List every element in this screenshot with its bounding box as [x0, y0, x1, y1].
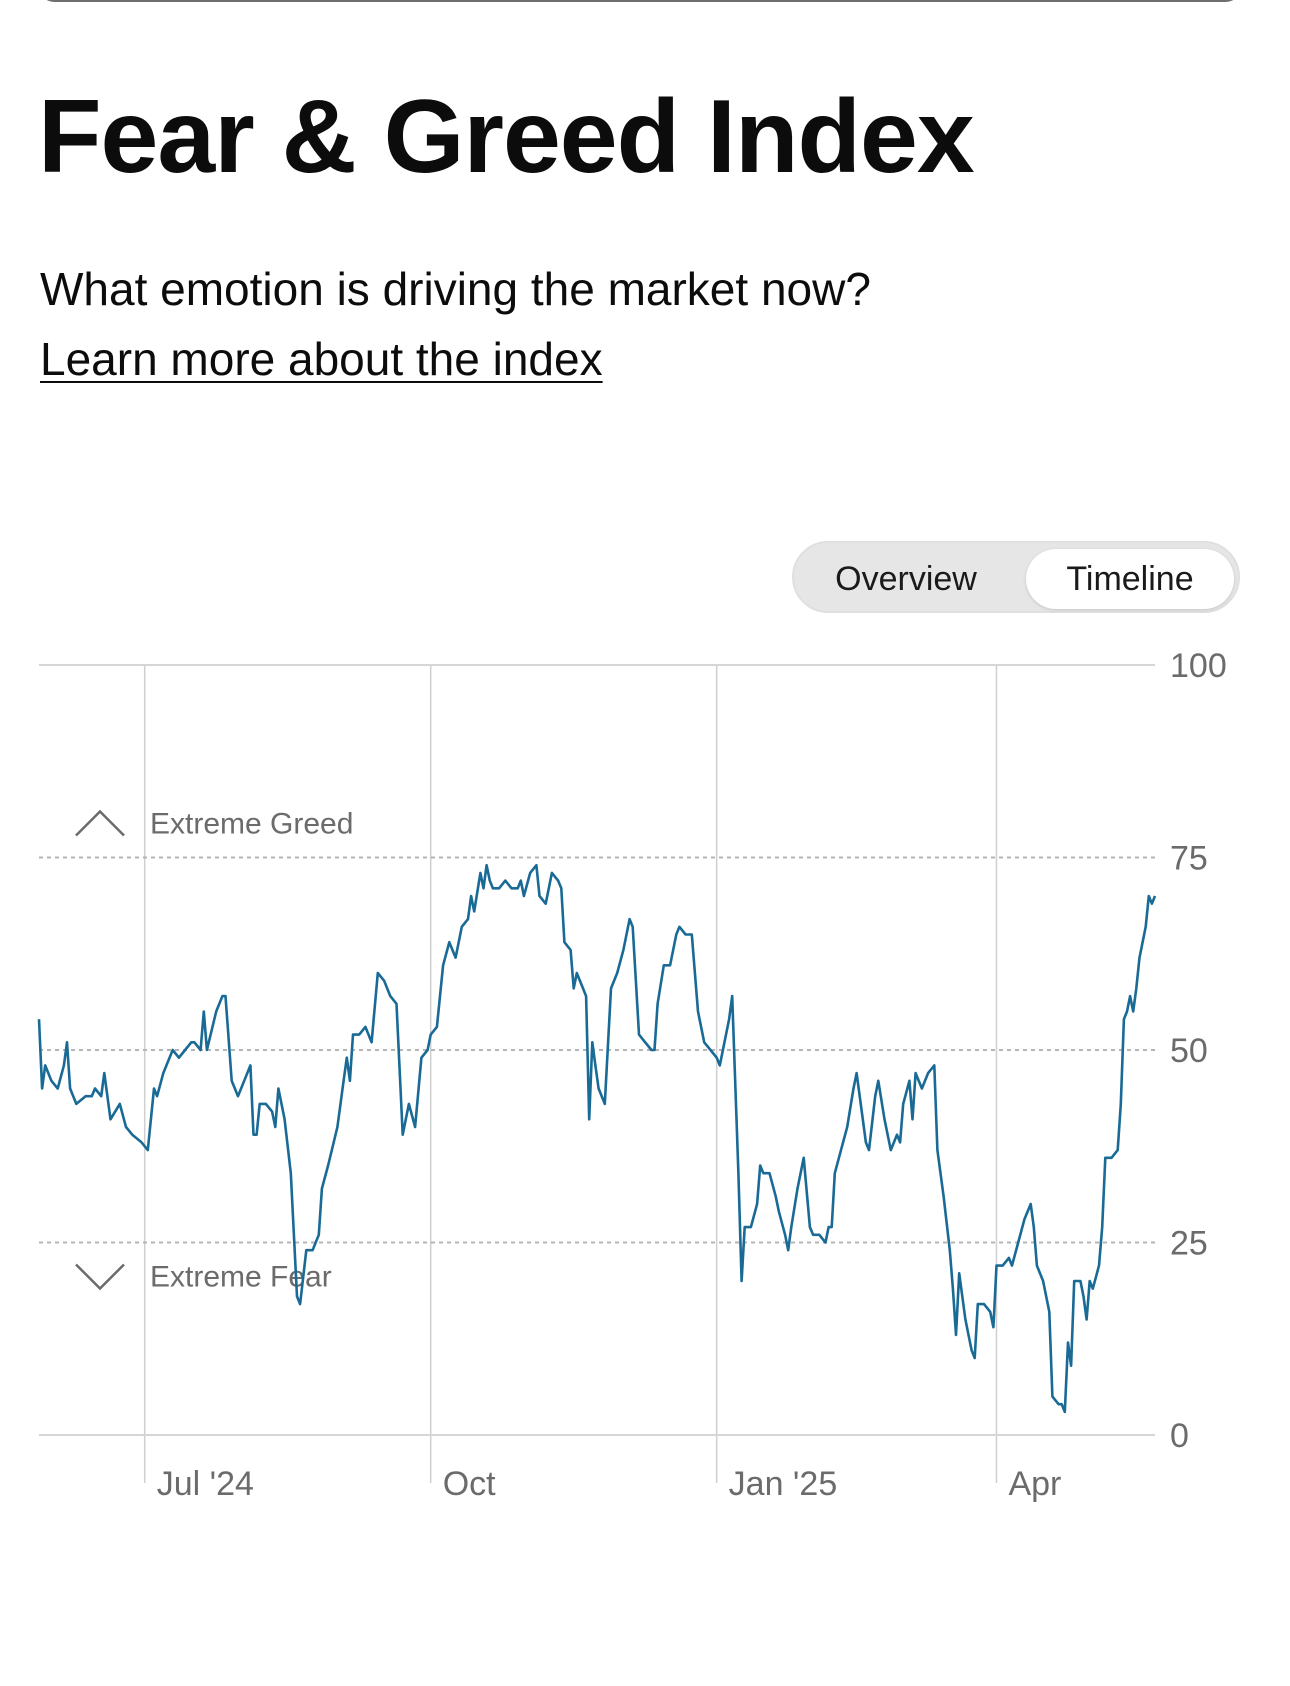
learn-more-link[interactable]: Learn more about the index [40, 333, 603, 385]
x-tick-label: Jul '24 [157, 1465, 254, 1503]
top-card-edge [40, 0, 1240, 2]
chevron-down-icon [75, 1263, 125, 1291]
x-tick-label: Oct [443, 1465, 496, 1503]
y-tick-label: 75 [1170, 840, 1208, 878]
y-tick-label: 0 [1170, 1417, 1189, 1455]
page-title: Fear & Greed Index [38, 79, 975, 195]
fear-greed-timeline-chart: Jul '24 Oct Jan '25 Apr 0 25 50 75 100 Extreme Gr… [37, 647, 1227, 1503]
extreme-greed-label: Extreme Greed [150, 808, 353, 841]
y-tick-label: 25 [1170, 1225, 1208, 1263]
x-tick-label: Jan '25 [729, 1465, 838, 1503]
chevron-up-icon [75, 809, 125, 837]
y-tick-label: 100 [1170, 647, 1227, 685]
x-tick-label: Apr [1008, 1465, 1061, 1503]
timeline-tab[interactable]: Timeline [1026, 549, 1234, 609]
fear-greed-series-line [37, 863, 1157, 1414]
overview-tab[interactable]: Overview [835, 559, 977, 598]
page-subtitle: What emotion is driving the market now? [40, 263, 871, 315]
y-tick-label: 50 [1170, 1032, 1208, 1070]
view-toggle: Overview Timeline [792, 541, 1240, 613]
